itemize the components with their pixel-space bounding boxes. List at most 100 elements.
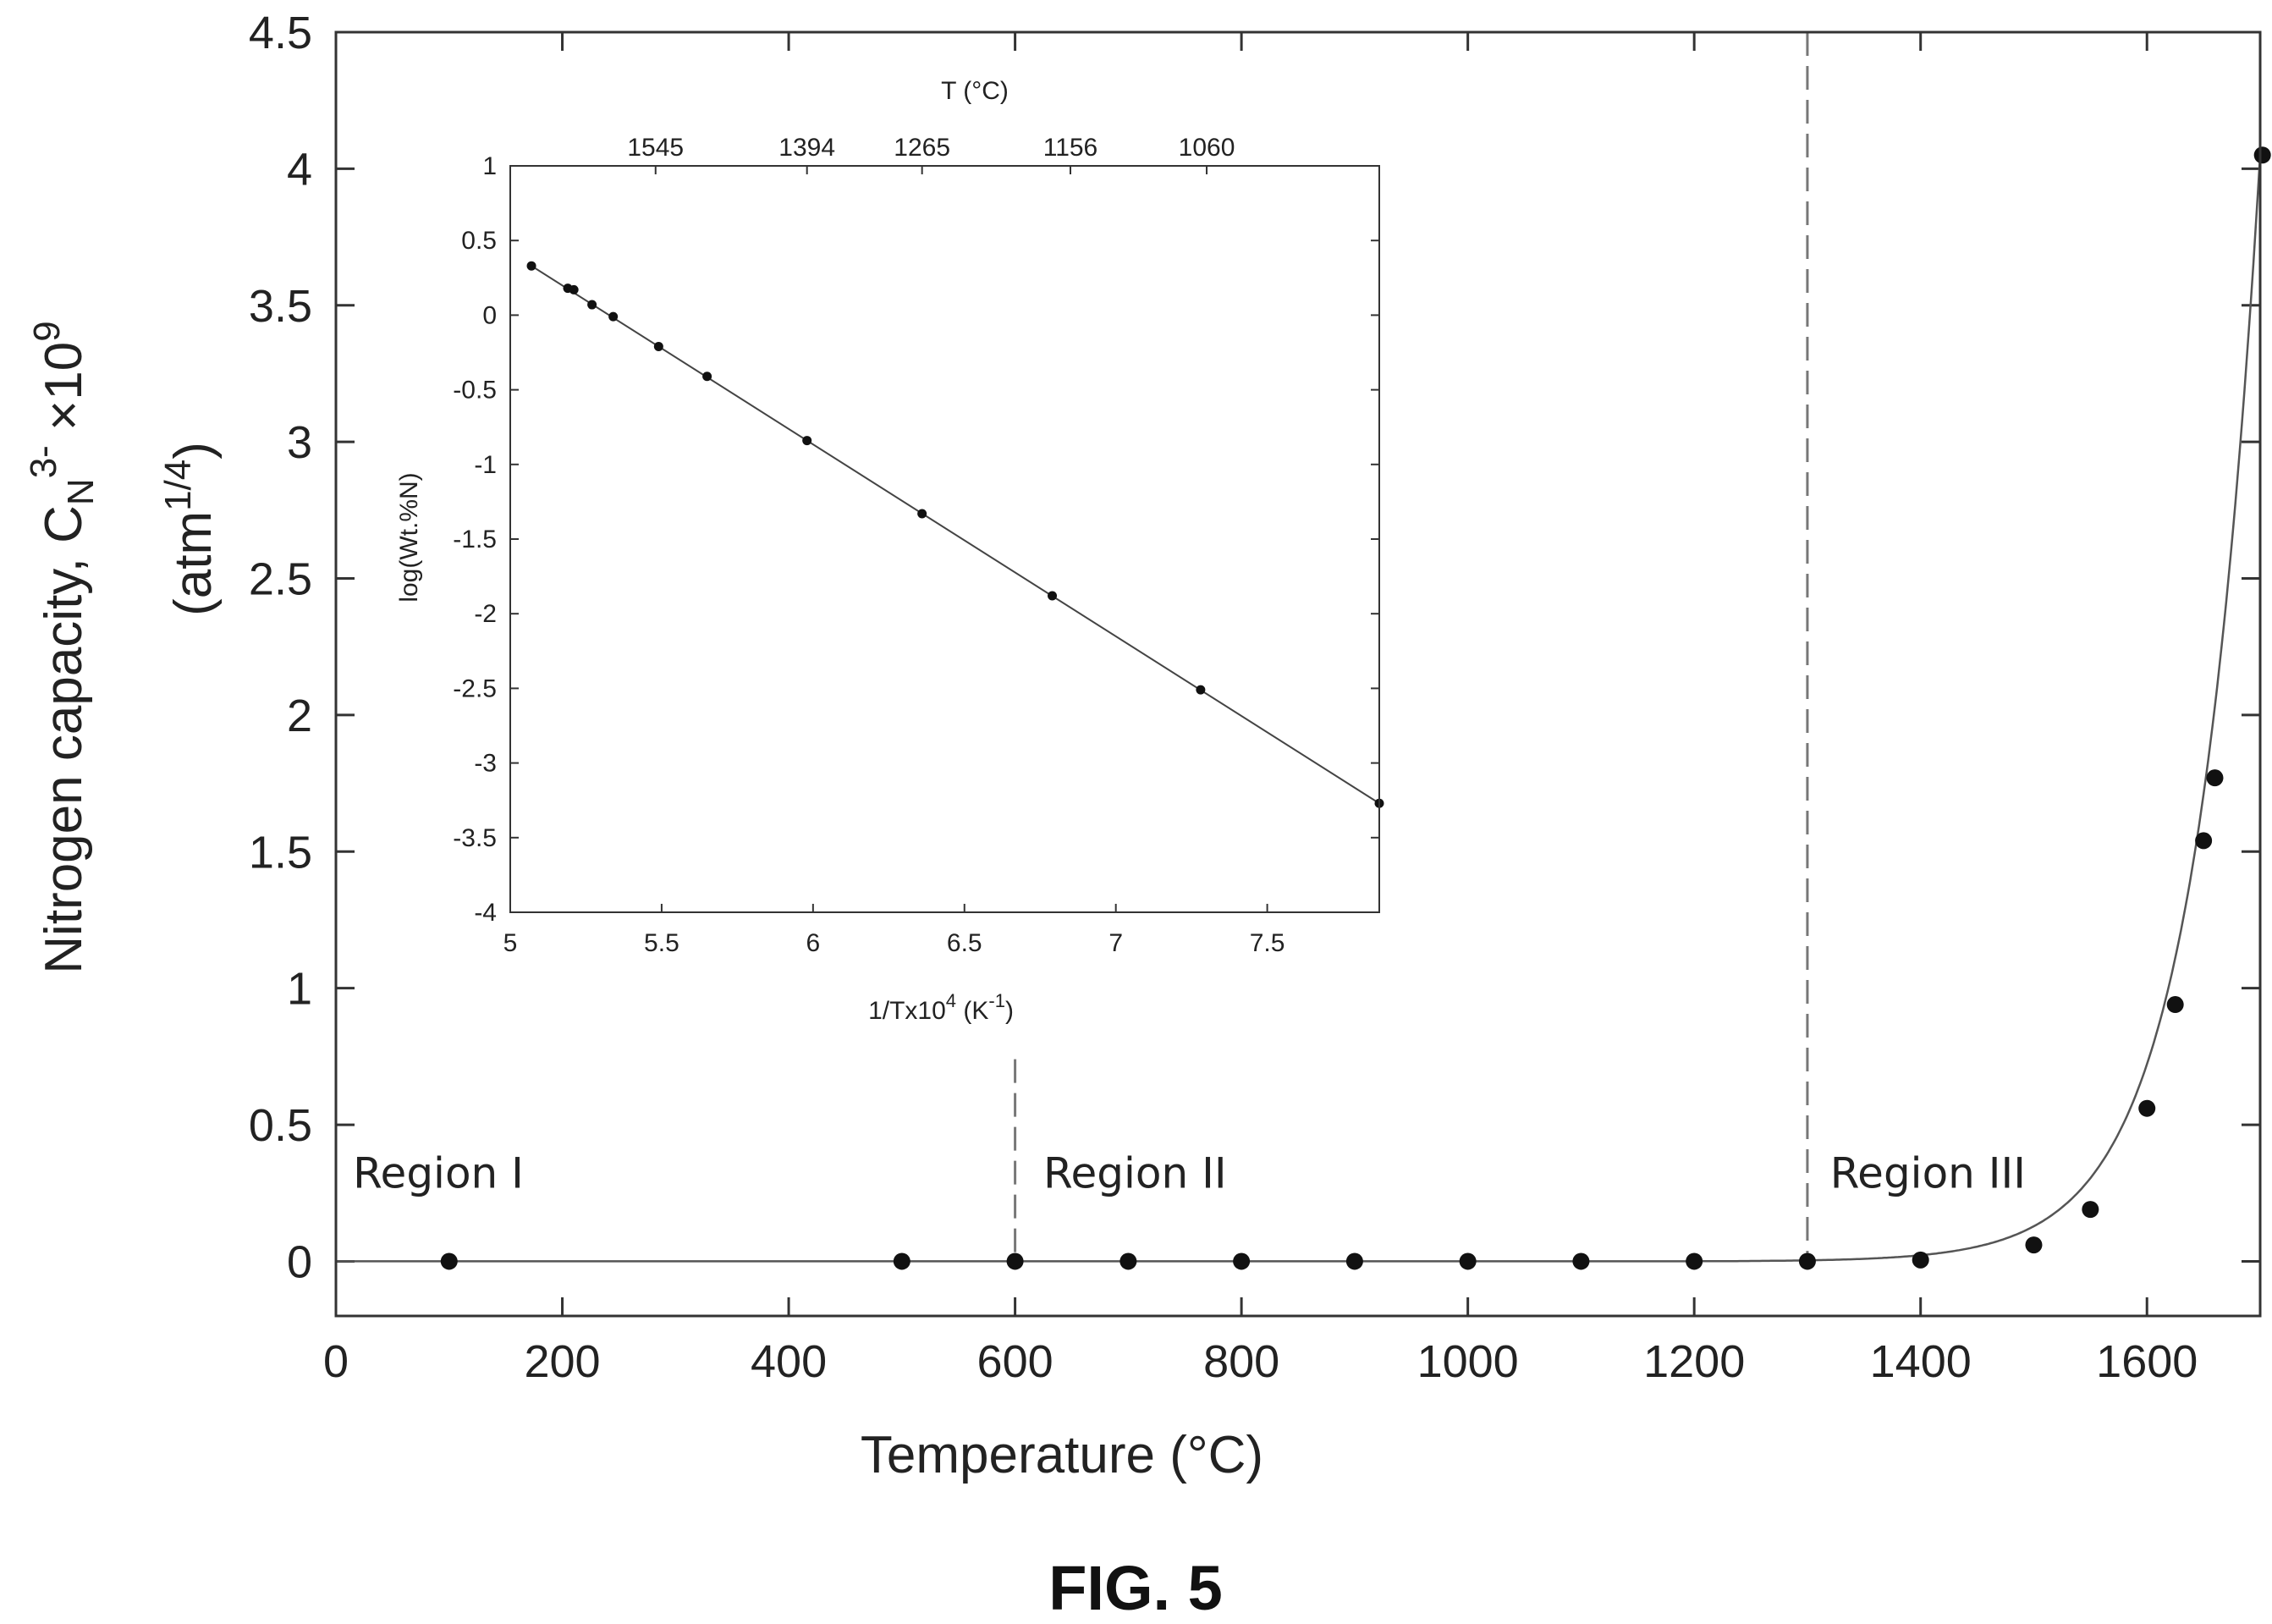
data-point (2082, 1201, 2099, 1219)
main-x-tick-label: 1600 (2096, 1336, 2198, 1387)
data-point (1006, 1252, 1024, 1270)
data-point (1119, 1252, 1137, 1270)
main-x-tick-label: 200 (524, 1336, 600, 1387)
inset-fit-line (531, 265, 1380, 805)
data-point (1686, 1252, 1703, 1270)
inset-top-tick-label: 1156 (1043, 134, 1098, 162)
inset-y-tick-label: -0.5 (453, 377, 497, 405)
inset-data-point (569, 284, 579, 295)
main-y-axis-label-line1: Nitrogen capacity, CN3- ×109 (23, 321, 102, 973)
region-label: Region III (1830, 1148, 2026, 1197)
inset-top-tick-label: 1060 (1179, 134, 1235, 162)
inset-data-point (802, 436, 812, 446)
main-plot-frame (334, 30, 2262, 1318)
data-point (1459, 1252, 1477, 1270)
inset-x-tick-label: 6 (806, 929, 820, 957)
data-point (2166, 996, 2184, 1014)
main-x-tick-label: 600 (977, 1336, 1053, 1387)
data-point (1345, 1252, 1363, 1270)
inset-x-tick-label: 7.5 (1250, 929, 1285, 957)
main-x-tick-label: 1000 (1417, 1336, 1519, 1387)
region-dividers (1014, 32, 1809, 1262)
main-x-tick-labels: 0 200 400 600 800 1000 1200 1400 1600 (323, 1336, 2198, 1387)
inset-xlabel-main: 1/Tx10 (868, 997, 946, 1025)
ylabel-times: ×10 (35, 342, 93, 445)
region-label: Region II (1043, 1148, 1227, 1197)
inset-x-tick-label: 7 (1108, 929, 1123, 957)
inset-data-point (608, 311, 619, 322)
inset-top-tick-label: 1545 (627, 134, 684, 162)
main-chart: 0 200 400 600 800 1000 1200 1400 1600 0 0.5 1 1.5 2 2… (23, 8, 2271, 1484)
inset-xlabel-unit-suffix: ) (1005, 997, 1014, 1025)
inset-data-points (526, 261, 1384, 808)
data-point (2253, 146, 2271, 164)
inset-top-tick-labels: 1545 1394 1265 1156 1060 (627, 134, 1235, 162)
data-point (893, 1252, 910, 1270)
data-point (2138, 1099, 2156, 1117)
main-x-axis-label: Temperature (°C) (861, 1426, 1263, 1484)
main-x-tick-label: 800 (1203, 1336, 1279, 1387)
inset-chart: 5 5.5 6 6.5 7 7.5 -4 -3.5 -3 -2.5 -2 -1.5 -1 -0.5 0 0.… (395, 77, 1384, 1025)
data-point (1912, 1251, 1929, 1269)
main-tick-marks (334, 30, 2260, 1316)
data-point (440, 1252, 458, 1270)
inset-data-point (653, 341, 663, 351)
main-y-tick-label: 1.5 (249, 827, 312, 878)
ylabel-units-exp: 1/4 (157, 460, 199, 511)
main-y-tick-labels: 0 0.5 1 1.5 2 2.5 3 3.5 4 4.5 (249, 8, 312, 1287)
inset-y-tick-label: 0.5 (461, 227, 497, 255)
data-point (1572, 1252, 1590, 1270)
inset-plot-frame (509, 165, 1380, 913)
inset-data-point (1196, 685, 1206, 695)
inset-x-tick-label: 5.5 (644, 929, 679, 957)
main-y-tick-label: 2 (287, 691, 312, 741)
inset-y-tick-label: -1.5 (453, 526, 497, 553)
inset-xlabel-exp: 4 (946, 990, 956, 1011)
ylabel-units-suffix: ) (164, 442, 223, 460)
inset-data-point (917, 509, 927, 519)
inset-x-tick-labels: 5 5.5 6 6.5 7 7.5 (503, 929, 1285, 957)
main-y-tick-label: 3 (287, 417, 312, 468)
ylabel-sub: N (60, 478, 102, 505)
data-point (1233, 1252, 1251, 1270)
ylabel-sup: 3- (23, 445, 64, 478)
main-y-tick-label: 4.5 (249, 8, 312, 58)
main-y-tick-label: 1 (287, 964, 312, 1015)
main-y-axis-label-line2: (atm1/4) (157, 442, 223, 616)
inset-data-point (526, 261, 536, 271)
data-point (1798, 1252, 1816, 1270)
data-point (2025, 1236, 2043, 1254)
inset-top-tick-label: 1394 (778, 134, 835, 162)
ylabel-exp: 9 (26, 321, 68, 341)
inset-xlabel-unit-exp: -1 (988, 990, 1005, 1011)
figure-caption: FIG. 5 (1048, 1553, 1223, 1623)
inset-x-tick-label: 5 (503, 929, 518, 957)
inset-y-tick-label: -3 (474, 750, 497, 778)
main-y-axis-label: Nitrogen capacity, CN3- ×109 (atm1/4) (23, 321, 223, 973)
data-points (440, 146, 2271, 1270)
inset-x-axis-label: 1/Tx104 (K-1) (868, 990, 1014, 1025)
inset-y-tick-labels: -4 -3.5 -3 -2.5 -2 -1.5 -1 -0.5 0 0.5 1 (453, 152, 497, 927)
data-point (2206, 769, 2224, 787)
inset-top-tick-label: 1265 (894, 134, 950, 162)
data-point (2195, 832, 2213, 850)
main-x-tick-label: 1200 (1643, 1336, 1745, 1387)
region-label: Region I (353, 1148, 524, 1197)
inset-data-point (587, 300, 597, 310)
inset-data-point (702, 372, 712, 382)
inset-y-tick-label: -4 (474, 899, 497, 927)
main-x-tick-label: 1400 (1870, 1336, 1972, 1387)
inset-xlabel-unit-prefix: (K (956, 997, 988, 1025)
inset-x-tick-label: 6.5 (947, 929, 982, 957)
inset-background (510, 166, 1379, 912)
inset-top-axis-label: T (°C) (941, 77, 1009, 105)
main-y-tick-label: 3.5 (249, 281, 312, 332)
main-y-tick-label: 2.5 (249, 554, 312, 605)
main-y-tick-label: 0.5 (249, 1100, 312, 1151)
inset-y-tick-label: -3.5 (453, 824, 497, 852)
inset-y-tick-label: -2 (474, 600, 497, 628)
main-x-tick-label: 400 (751, 1336, 827, 1387)
inset-y-tick-label: -1 (474, 451, 497, 479)
inset-tick-marks (509, 165, 1379, 913)
